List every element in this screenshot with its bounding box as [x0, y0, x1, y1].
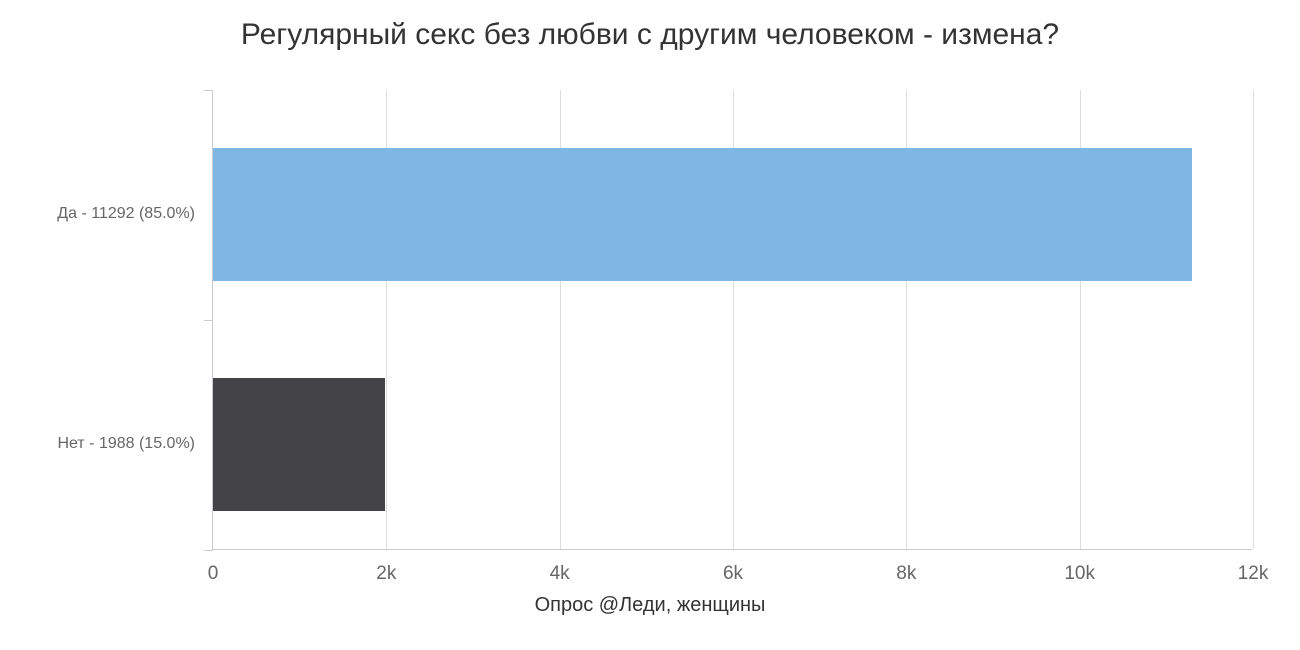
- bar: [213, 148, 1192, 281]
- x-tick-label: 4k: [550, 563, 570, 585]
- chart-container: Регулярный секс без любви с другим челов…: [0, 0, 1300, 650]
- plot-area: 02k4k6k8k10k12kДа - 11292 (85.0%)Нет - 1…: [212, 90, 1252, 550]
- bar: [213, 378, 385, 511]
- x-tick-label: 12k: [1238, 563, 1269, 585]
- x-tick-label: 6k: [723, 563, 743, 585]
- y-tick-mark: [204, 550, 213, 551]
- y-tick-mark: [204, 90, 213, 91]
- x-tick-label: 10k: [1064, 563, 1095, 585]
- x-tick-label: 2k: [376, 563, 396, 585]
- chart-title: Регулярный секс без любви с другим челов…: [0, 18, 1300, 52]
- y-category-label: Да - 11292 (85.0%): [57, 205, 195, 223]
- y-category-label: Нет - 1988 (15.0%): [57, 435, 195, 453]
- x-tick-label: 8k: [896, 563, 916, 585]
- x-axis-title: Опрос @Леди, женщины: [0, 594, 1300, 617]
- x-tick-label: 0: [208, 563, 219, 585]
- y-tick-mark: [204, 320, 213, 321]
- gridline: [1253, 90, 1254, 549]
